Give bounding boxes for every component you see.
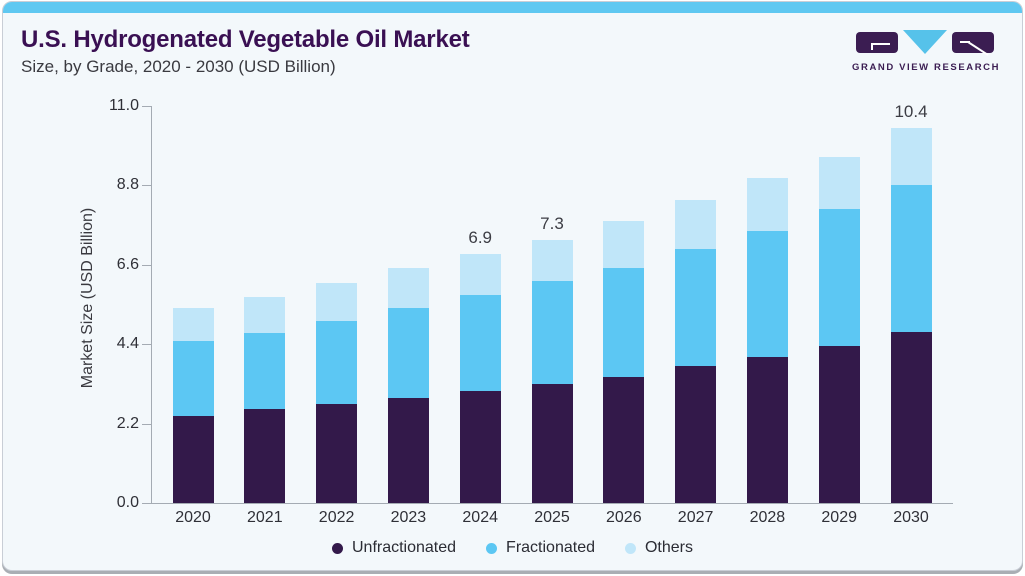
- bar-segment-unfractionated-2022: [316, 403, 358, 503]
- legend-dot-icon: [624, 542, 636, 554]
- bar-segment-unfractionated-2030: [890, 331, 932, 503]
- bar-segment-others-2030: [890, 127, 932, 186]
- bar-segment-unfractionated-2029: [818, 346, 860, 503]
- bar-segment-fractionated-2026: [603, 268, 645, 377]
- bar-segment-fractionated-2025: [531, 281, 573, 384]
- bar-segment-unfractionated-2020: [172, 416, 214, 503]
- bar-segment-fractionated-2021: [244, 333, 286, 410]
- bar-segment-others-2028: [746, 178, 788, 231]
- y-axis-title: Market Size (USD Billion): [79, 207, 96, 389]
- y-tick-label: 6.6: [116, 255, 139, 273]
- stacked-bar-chart: 0.0 2.2 4.4 6.6 8.8 11.0 Market Size (USD Bill…: [3, 2, 1022, 570]
- legend-item-unfractionated: Unfractionated: [331, 539, 457, 557]
- y-tick-label: 4.4: [116, 335, 139, 353]
- bar-segment-fractionated-2020: [172, 340, 214, 417]
- x-tick-label-2020: 2020: [175, 509, 211, 526]
- y-tick-mark: [142, 344, 151, 346]
- chart-legend: Unfractionated Fractionated Others: [3, 539, 1022, 557]
- x-tick-label-2023: 2023: [390, 509, 427, 526]
- logo-r-block-icon: [952, 32, 994, 56]
- x-tick-label-2022: 2022: [318, 509, 355, 526]
- bar-segment-others-2023: [387, 268, 429, 309]
- y-axis-line: [151, 106, 152, 503]
- legend-label: Fractionated: [506, 539, 595, 556]
- bar-segment-others-2026: [603, 221, 645, 269]
- legend-dot-icon: [331, 542, 343, 554]
- legend-item-fractionated: Fractionated: [486, 539, 595, 557]
- bar-segment-fractionated-2027: [675, 248, 717, 366]
- bar-segment-unfractionated-2026: [603, 376, 645, 503]
- bar-segment-others-2027: [675, 199, 717, 249]
- x-tick-label-2025: 2025: [534, 509, 570, 526]
- logo-g-block-icon: [856, 32, 898, 53]
- logo-v-triangle-icon: [903, 30, 947, 54]
- bar-segment-others-2021: [244, 297, 286, 334]
- y-tick-mark: [142, 503, 151, 504]
- x-tick-label-2029: 2029: [821, 509, 857, 526]
- top-accent-bar: [3, 2, 1022, 13]
- legend-label: Unfractionated: [351, 539, 457, 556]
- legend-dot-icon: [486, 542, 498, 554]
- bar-segment-fractionated-2030: [890, 185, 932, 332]
- x-tick-label-2021: 2021: [247, 509, 283, 526]
- bar-segment-unfractionated-2028: [746, 356, 788, 503]
- page-subtitle: Size, by Grade, 2020 - 2030 (USD Billion…: [21, 56, 336, 76]
- bar-segment-fractionated-2022: [316, 320, 358, 404]
- bar-segment-unfractionated-2021: [244, 409, 286, 503]
- y-tick-mark: [142, 423, 151, 425]
- x-tick-label-2027: 2027: [677, 509, 714, 526]
- y-tick-mark: [142, 264, 151, 266]
- legend-item-others: Others: [624, 539, 693, 557]
- y-tick-mark: [142, 106, 151, 107]
- y-tick-label: 2.2: [116, 414, 139, 432]
- legend-label: Others: [644, 539, 693, 556]
- y-tick-mark: [142, 185, 151, 187]
- bar-segment-fractionated-2029: [818, 208, 860, 346]
- gvr-logo-mark: [852, 30, 998, 56]
- total-label-2024: 6.9: [468, 227, 492, 247]
- total-label-2030: 10.4: [894, 101, 928, 121]
- bar-segment-others-2029: [818, 156, 860, 209]
- x-tick-label-2030: 2030: [893, 509, 929, 526]
- y-tick-label: 0.0: [116, 494, 139, 511]
- y-tick-label: 11.0: [109, 97, 139, 114]
- bar-segment-others-2024: [459, 253, 501, 296]
- bar-segment-others-2025: [531, 239, 573, 282]
- bar-segment-others-2022: [316, 282, 358, 321]
- bar-segment-others-2020: [172, 308, 214, 341]
- bar-segment-unfractionated-2024: [459, 391, 501, 503]
- x-tick-label-2026: 2026: [606, 509, 642, 526]
- total-label-2025: 7.3: [540, 213, 564, 233]
- page-title: U.S. Hydrogenated Vegetable Oil Market: [21, 26, 470, 53]
- bar-segment-unfractionated-2023: [387, 398, 429, 503]
- chart-header: U.S. Hydrogenated Vegetable Oil Market S…: [21, 26, 470, 77]
- x-tick-label-2028: 2028: [749, 509, 786, 526]
- x-axis-line: [142, 503, 953, 504]
- bar-segment-unfractionated-2027: [675, 365, 717, 503]
- gvr-logo: GRAND VIEW RESEARCH: [852, 30, 1001, 73]
- bar-segment-unfractionated-2025: [531, 383, 573, 503]
- bar-segment-fractionated-2023: [387, 308, 429, 399]
- bar-segment-fractionated-2024: [459, 295, 501, 392]
- bar-segment-fractionated-2028: [746, 230, 788, 357]
- y-tick-label: 8.8: [116, 176, 139, 194]
- logo-wordmark: GRAND VIEW RESEARCH: [852, 62, 1001, 73]
- x-tick-label-2024: 2024: [462, 509, 498, 526]
